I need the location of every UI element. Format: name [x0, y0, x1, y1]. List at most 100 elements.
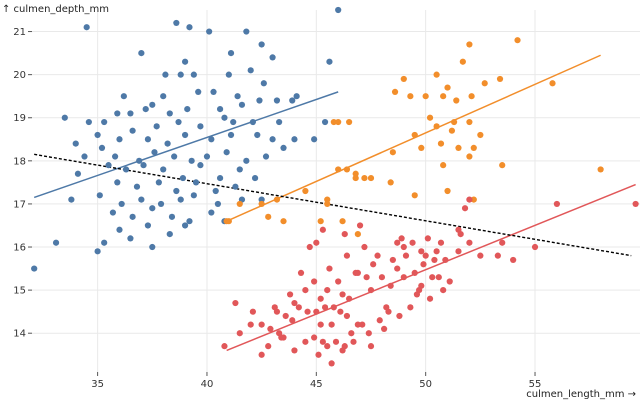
- data-point: [391, 88, 399, 95]
- data-point: [335, 278, 342, 285]
- data-point: [302, 187, 309, 195]
- data-point: [223, 149, 230, 156]
- data-point: [367, 174, 375, 182]
- data-point: [510, 256, 517, 264]
- data-point: [352, 174, 359, 182]
- data-point: [74, 170, 82, 177]
- data-point: [249, 308, 256, 315]
- data-point: [367, 287, 375, 294]
- data-point: [138, 196, 145, 203]
- grid: [32, 10, 640, 372]
- data-point: [197, 162, 204, 169]
- data-point: [361, 243, 368, 251]
- data-point: [276, 330, 283, 337]
- data-point: [466, 196, 473, 203]
- data-point: [311, 136, 318, 143]
- overall-trend-line: [34, 153, 632, 257]
- data-point: [422, 93, 429, 100]
- data-point: [409, 239, 416, 246]
- data-point: [440, 93, 447, 100]
- data-point: [459, 58, 466, 65]
- data-point: [354, 230, 361, 238]
- data-point: [420, 261, 427, 268]
- data-point: [304, 308, 311, 315]
- x-axis-label: culmen_length_mm →: [526, 389, 636, 400]
- data-point: [324, 200, 331, 208]
- data-point: [411, 192, 418, 199]
- data-point: [276, 118, 283, 126]
- data-point: [365, 330, 372, 337]
- data-point: [346, 118, 353, 126]
- data-point: [433, 123, 440, 130]
- data-point: [291, 136, 298, 143]
- data-point: [437, 140, 445, 147]
- data-point: [96, 192, 103, 199]
- data-point: [260, 80, 267, 87]
- data-point: [254, 131, 261, 139]
- data-point: [343, 166, 351, 173]
- data-point: [68, 196, 75, 203]
- data-point: [236, 330, 243, 337]
- data-point: [335, 118, 342, 126]
- data-point: [142, 106, 149, 113]
- data-point: [140, 162, 147, 169]
- data-point: [280, 334, 287, 341]
- data-point: [101, 118, 108, 126]
- data-point: [466, 118, 473, 126]
- data-point: [324, 343, 331, 350]
- data-point: [468, 93, 475, 100]
- data-point: [133, 183, 141, 190]
- data-point: [83, 24, 90, 31]
- data-point: [311, 334, 318, 341]
- data-point: [208, 209, 215, 216]
- data-point: [426, 114, 434, 121]
- data-point: [271, 304, 278, 311]
- data-point: [387, 282, 394, 289]
- data-point: [376, 317, 383, 324]
- data-point: [258, 41, 265, 48]
- data-point: [234, 93, 241, 100]
- data-point: [348, 330, 355, 337]
- data-point: [411, 131, 418, 139]
- data-point: [389, 149, 396, 156]
- data-point: [251, 174, 259, 182]
- data-point: [335, 6, 342, 14]
- data-point: [129, 213, 136, 220]
- y-tick-label: 16: [13, 243, 26, 254]
- data-point: [120, 93, 127, 100]
- data-point: [105, 162, 112, 169]
- data-point: [127, 235, 134, 242]
- data-point: [597, 166, 604, 173]
- data-point: [470, 144, 477, 152]
- data-point: [400, 274, 407, 281]
- data-point: [114, 179, 121, 186]
- data-point: [632, 200, 639, 208]
- data-point: [337, 308, 344, 315]
- data-point: [216, 106, 224, 113]
- data-point: [221, 114, 228, 121]
- data-point: [160, 166, 167, 173]
- y-tick-label: 14: [13, 329, 26, 340]
- y-tick-label: 18: [13, 156, 26, 167]
- y-axis-label: ↑ culmen_depth_mm: [2, 4, 109, 15]
- data-point: [166, 110, 173, 117]
- data-point: [186, 218, 193, 225]
- data-point: [433, 71, 440, 78]
- data-point: [243, 157, 250, 164]
- data-point: [286, 291, 294, 298]
- data-point: [448, 127, 456, 134]
- data-point: [129, 127, 136, 134]
- data-point: [258, 200, 265, 208]
- data-point: [155, 179, 162, 186]
- data-point: [335, 166, 342, 173]
- data-point: [330, 118, 337, 126]
- data-point: [311, 278, 318, 285]
- data-points: [31, 6, 639, 367]
- data-point: [370, 261, 377, 268]
- y-tick-label: 20: [13, 70, 26, 81]
- data-point: [265, 343, 272, 350]
- data-point: [289, 97, 296, 104]
- data-point: [466, 239, 473, 246]
- data-point: [265, 213, 272, 220]
- data-point: [319, 338, 326, 345]
